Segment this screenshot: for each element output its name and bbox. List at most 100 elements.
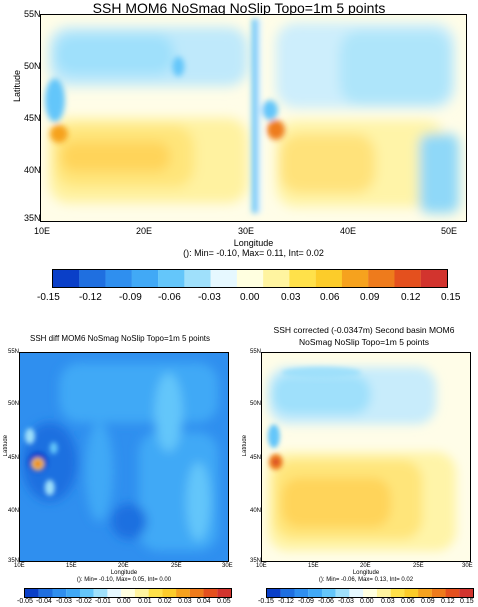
colorbar-tick-label: -0.05	[17, 598, 33, 605]
y-tick-label: 50N	[24, 61, 41, 71]
x-tick-label: 30E	[462, 563, 473, 569]
colorbar-swatch	[176, 589, 190, 597]
colorbar-tick-label: 0.15	[460, 598, 474, 605]
colorbar-swatch	[280, 589, 295, 597]
top-heatmap-plot	[40, 14, 467, 222]
y-tick-label: 40N	[24, 165, 41, 175]
colorbar-tick-label: 0.03	[381, 598, 395, 605]
bl-x-axis-label: Longitude	[110, 570, 138, 576]
x-tick-label: 25E	[171, 563, 182, 569]
y-tick-label: 55N	[24, 9, 41, 19]
top-colorbar	[52, 269, 448, 288]
colorbar-swatch	[236, 270, 264, 287]
colorbar-tick-label: -0.06	[318, 598, 334, 605]
colorbar-swatch	[321, 589, 336, 597]
colorbar-swatch	[376, 589, 391, 597]
colorbar-tick-label: -0.15	[258, 598, 274, 605]
colorbar-swatch	[93, 589, 108, 597]
colorbar-tick-label: 0.04	[197, 598, 211, 605]
colorbar-swatch	[420, 270, 447, 287]
colorbar-swatch	[134, 589, 149, 597]
colorbar-swatch	[25, 589, 39, 597]
colorbar-tick-label: 0.06	[401, 598, 415, 605]
colorbar-swatch	[341, 270, 369, 287]
bl-y-axis-label: Latitude	[3, 435, 9, 457]
y-tick-label: 35N	[250, 558, 262, 564]
colorbar-swatch	[121, 589, 135, 597]
colorbar-tick-label: 0.02	[158, 598, 172, 605]
colorbar-swatch	[289, 270, 316, 287]
colorbar-swatch	[66, 589, 81, 597]
y-tick-label: 50N	[8, 401, 20, 407]
colorbar-swatch	[158, 270, 185, 287]
br-heatmap-plot	[261, 352, 471, 562]
colorbar-tick-label: 0.03	[178, 598, 192, 605]
bl-colorbar-swatches	[25, 589, 231, 597]
x-tick-label: 20E	[360, 563, 371, 569]
colorbar-swatch	[107, 589, 122, 597]
top-y-axis-label: Latitude	[12, 70, 22, 103]
colorbar-swatch	[203, 589, 218, 597]
x-tick-label: 15E	[308, 563, 319, 569]
colorbar-tick-label: 0.00	[360, 598, 374, 605]
colorbar-tick-label: -0.03	[56, 598, 72, 605]
colorbar-tick-label: 0.12	[401, 292, 421, 303]
y-tick-label: 45N	[8, 455, 20, 461]
colorbar-tick-label: 0.06	[320, 292, 340, 303]
colorbar-swatch	[459, 589, 473, 597]
top-colorbar-swatches	[53, 270, 447, 287]
colorbar-swatch	[79, 589, 94, 597]
colorbar-swatch	[315, 270, 343, 287]
colorbar-tick-label: 0.01	[138, 598, 152, 605]
br-colorbar	[266, 588, 474, 598]
x-tick-label: 30E	[222, 563, 233, 569]
br-stats-line: (): Min= -0.06, Max= 0.13, Int= 0.02	[318, 577, 414, 583]
colorbar-swatch	[131, 270, 159, 287]
top-chart-title: SSH MOM6 NoSmag NoSlip Topo=1m 5 points	[92, 0, 386, 16]
y-tick-label: 55N	[8, 349, 20, 355]
x-tick-label: 15E	[66, 563, 77, 569]
x-tick-label: 40E	[340, 226, 357, 236]
colorbar-swatch	[394, 270, 421, 287]
colorbar-tick-label: 0.15	[441, 292, 461, 303]
colorbar-tick-label: -0.12	[79, 292, 102, 303]
colorbar-tick-label: -0.09	[298, 598, 314, 605]
colorbar-tick-label: 0.09	[360, 292, 380, 303]
colorbar-swatch	[105, 270, 132, 287]
colorbar-swatch	[162, 589, 177, 597]
x-tick-label: 20E	[118, 563, 129, 569]
bl-chart-title: SSH diff MOM6 NoSmag NoSlip Topo=1m 5 po…	[30, 334, 211, 343]
colorbar-tick-label: -0.15	[37, 292, 60, 303]
y-tick-label: 40N	[8, 508, 20, 514]
colorbar-swatch	[38, 589, 53, 597]
colorbar-swatch	[431, 589, 446, 597]
y-tick-label: 45N	[250, 455, 262, 461]
br-heatmap-field	[262, 353, 470, 561]
colorbar-swatch	[79, 270, 106, 287]
colorbar-swatch	[189, 589, 204, 597]
x-tick-label: 20E	[136, 226, 153, 236]
x-tick-label: 10E	[14, 563, 25, 569]
colorbar-swatch	[263, 270, 290, 287]
colorbar-swatch	[404, 589, 419, 597]
colorbar-tick-label: 0.12	[441, 598, 455, 605]
top-stats-line: (): Min= -0.10, Max= 0.11, Int= 0.02	[183, 248, 324, 258]
colorbar-swatch	[148, 589, 163, 597]
bl-colorbar	[24, 588, 232, 598]
br-x-axis-label: Longitude	[352, 570, 380, 576]
colorbar-swatch	[217, 589, 231, 597]
y-tick-label: 50N	[250, 401, 262, 407]
colorbar-swatch	[363, 589, 377, 597]
colorbar-tick-label: -0.02	[76, 598, 92, 605]
bl-stats-line: (): Min= -0.10, Max= 0.05, Int= 0.00	[76, 577, 172, 583]
br-chart-title: SSH corrected (-0.0347m) Second basin MO…	[273, 325, 455, 335]
y-tick-label: 40N	[250, 508, 262, 514]
y-tick-label: 35N	[24, 213, 41, 223]
colorbar-tick-label: 0.00	[240, 292, 260, 303]
colorbar-tick-label: -0.04	[36, 598, 52, 605]
colorbar-swatch	[52, 589, 67, 597]
colorbar-tick-label: -0.03	[198, 292, 221, 303]
colorbar-swatch	[210, 270, 237, 287]
colorbar-swatch	[335, 589, 350, 597]
top-heatmap-field	[41, 15, 466, 221]
